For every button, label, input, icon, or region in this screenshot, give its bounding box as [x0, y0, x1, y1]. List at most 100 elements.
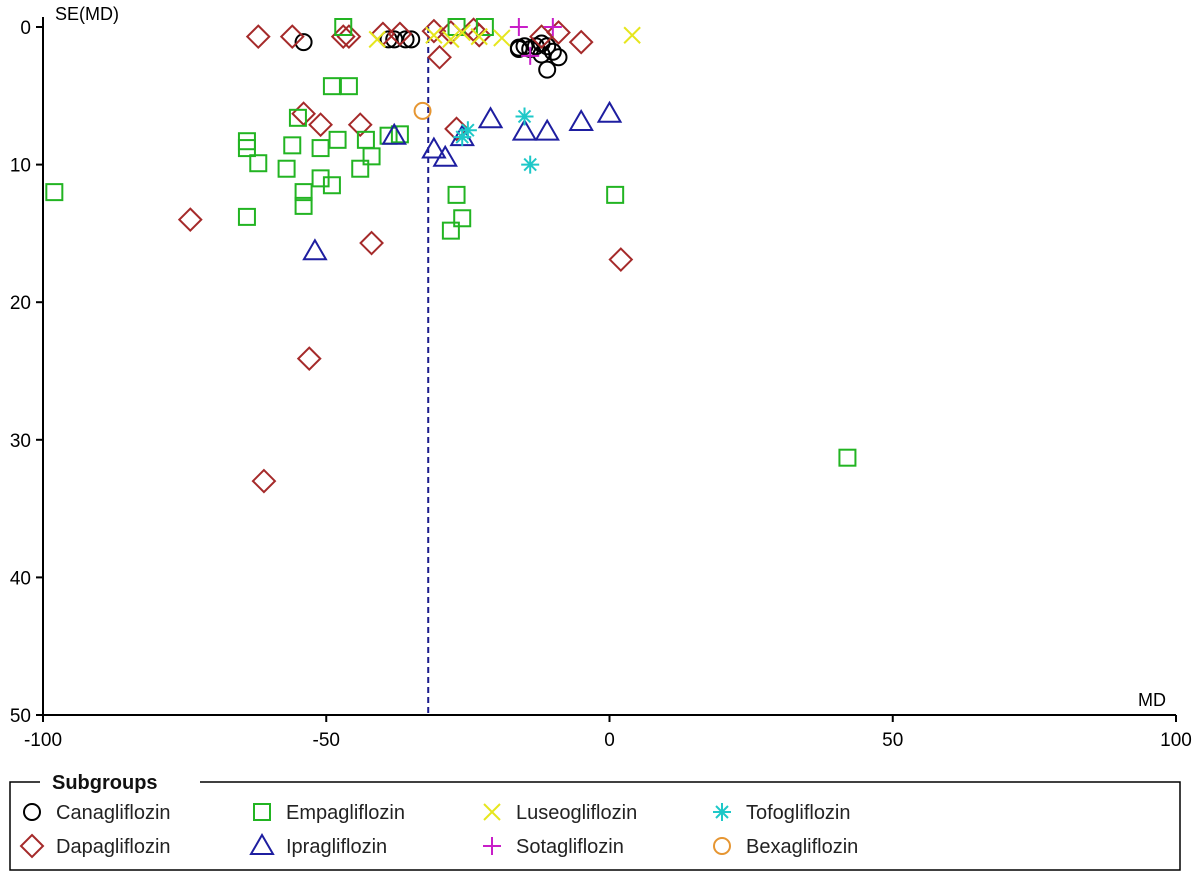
- empagliflozin-point: [390, 125, 409, 144]
- empagliflozin-point: [447, 185, 466, 204]
- empagliflozin-point: [311, 139, 330, 158]
- ipragliflozin-point: [477, 106, 504, 129]
- empagliflozin-point: [441, 221, 460, 240]
- tofogliflozin-point: [458, 121, 477, 140]
- tofogliflozin-point: [453, 128, 472, 147]
- legend-tofogliflozin-label: Tofogliflozin: [746, 802, 851, 824]
- ipragliflozin-point: [302, 238, 328, 261]
- x-tick-label: 0: [604, 730, 615, 751]
- y-tick-label: 30: [10, 431, 31, 452]
- sotagliflozin-point: [521, 46, 540, 65]
- legend: Subgroups Canagliflozin Dapagliflozin Empag…: [9, 770, 1181, 871]
- legend-ipragliflozin-label: Ipragliflozin: [286, 836, 387, 858]
- empagliflozin-point: [322, 176, 341, 195]
- x-tick-label: 100: [1160, 730, 1192, 751]
- canagliflozin-point: [402, 30, 421, 49]
- empagliflozin-point: [334, 18, 353, 36]
- bexagliflozin-point: [413, 101, 432, 120]
- empagliflozin-point: [339, 77, 358, 96]
- empagliflozin-point: [351, 159, 370, 178]
- canagliflozin-point: [538, 60, 557, 79]
- legend-canagliflozin-label: Canagliflozin: [56, 802, 171, 824]
- legend-empagliflozin-label: Empagliflozin: [286, 802, 405, 824]
- legend-tofogliflozin-icon: [713, 803, 731, 821]
- legend-empagliflozin-icon: [253, 803, 271, 821]
- dapagliflozin-point: [308, 112, 333, 138]
- empagliflozin-point: [294, 196, 313, 215]
- empagliflozin-point: [237, 139, 256, 158]
- data-points: [45, 17, 857, 494]
- legend-sotagliflozin-icon: [483, 837, 501, 855]
- dapagliflozin-point: [245, 24, 271, 50]
- canagliflozin-point: [549, 48, 568, 67]
- empagliflozin-point: [294, 183, 313, 202]
- dapagliflozin-point: [251, 468, 277, 494]
- empagliflozin-point: [606, 185, 625, 204]
- dapagliflozin-point: [359, 230, 384, 256]
- dapagliflozin-point: [568, 29, 594, 55]
- canagliflozin-point: [543, 42, 562, 61]
- ipragliflozin-point: [596, 100, 623, 123]
- sotagliflozin-point: [509, 18, 528, 36]
- luseogliflozin-point: [368, 30, 386, 49]
- x-tick-label: -100: [24, 730, 62, 751]
- luseogliflozin-point: [425, 26, 443, 44]
- empagliflozin-point: [475, 18, 494, 36]
- empagliflozin-point: [237, 132, 256, 151]
- x-axis-title: MD: [1138, 690, 1166, 710]
- luseogliflozin-point: [493, 29, 511, 47]
- empagliflozin-point: [838, 448, 857, 467]
- luseogliflozin-point: [623, 26, 641, 44]
- dapagliflozin-point: [279, 24, 305, 50]
- sotagliflozin-point: [543, 18, 562, 36]
- empagliflozin-point: [362, 147, 381, 166]
- canagliflozin-point: [509, 40, 528, 59]
- empagliflozin-point: [311, 169, 330, 188]
- legend-luseogliflozin-icon: [483, 803, 501, 821]
- y-tick-label: 40: [10, 568, 31, 589]
- dapagliflozin-point: [387, 21, 413, 47]
- y-tick-label: 10: [10, 156, 31, 177]
- luseogliflozin-point: [442, 30, 460, 49]
- dapagliflozin-point: [296, 346, 322, 372]
- y-axis-title: SE(MD): [55, 4, 119, 24]
- empagliflozin-point: [328, 130, 347, 149]
- empagliflozin-point: [453, 209, 472, 228]
- legend-frame: [9, 781, 1181, 871]
- dapagliflozin-point: [608, 247, 634, 272]
- ipragliflozin-point: [421, 136, 447, 159]
- legend-dapagliflozin-label: Dapagliflozin: [56, 836, 171, 858]
- ipragliflozin-point: [511, 118, 538, 141]
- ipragliflozin-point: [534, 118, 560, 141]
- axes: 0 10 20 30 40 50 -100 -50 0 50 100: [10, 17, 1192, 751]
- x-tick-label: 50: [882, 730, 903, 751]
- y-tick-label: 20: [10, 293, 31, 314]
- dapagliflozin-point: [546, 20, 571, 45]
- empagliflozin-point: [249, 154, 268, 173]
- empagliflozin-point: [237, 207, 256, 226]
- ipragliflozin-point: [432, 144, 458, 167]
- legend-dapagliflozin-icon: [19, 833, 45, 859]
- legend-luseogliflozin-label: Luseogliflozin: [516, 802, 637, 824]
- canagliflozin-point: [396, 30, 415, 49]
- tofogliflozin-point: [521, 155, 540, 174]
- ipragliflozin-point: [568, 108, 594, 131]
- canagliflozin-point: [294, 33, 313, 52]
- empagliflozin-point: [45, 183, 64, 202]
- legend-bexagliflozin-icon: [713, 837, 731, 855]
- dapagliflozin-point: [347, 112, 373, 138]
- y-tick-label: 50: [10, 706, 31, 727]
- dapagliflozin-point: [427, 44, 452, 70]
- luseogliflozin-point: [453, 23, 471, 42]
- luseogliflozin-point: [470, 27, 488, 46]
- legend-ipragliflozin-icon: [249, 833, 275, 855]
- tofogliflozin-point: [515, 107, 534, 126]
- empagliflozin-point: [283, 136, 302, 155]
- dapagliflozin-point: [291, 101, 317, 127]
- dapagliflozin-point: [336, 24, 362, 50]
- legend-bexagliflozin-label: Bexagliflozin: [746, 836, 858, 858]
- empagliflozin-point: [288, 108, 307, 127]
- y-tick-label: 0: [20, 18, 31, 39]
- legend-title: Subgroups: [52, 772, 158, 794]
